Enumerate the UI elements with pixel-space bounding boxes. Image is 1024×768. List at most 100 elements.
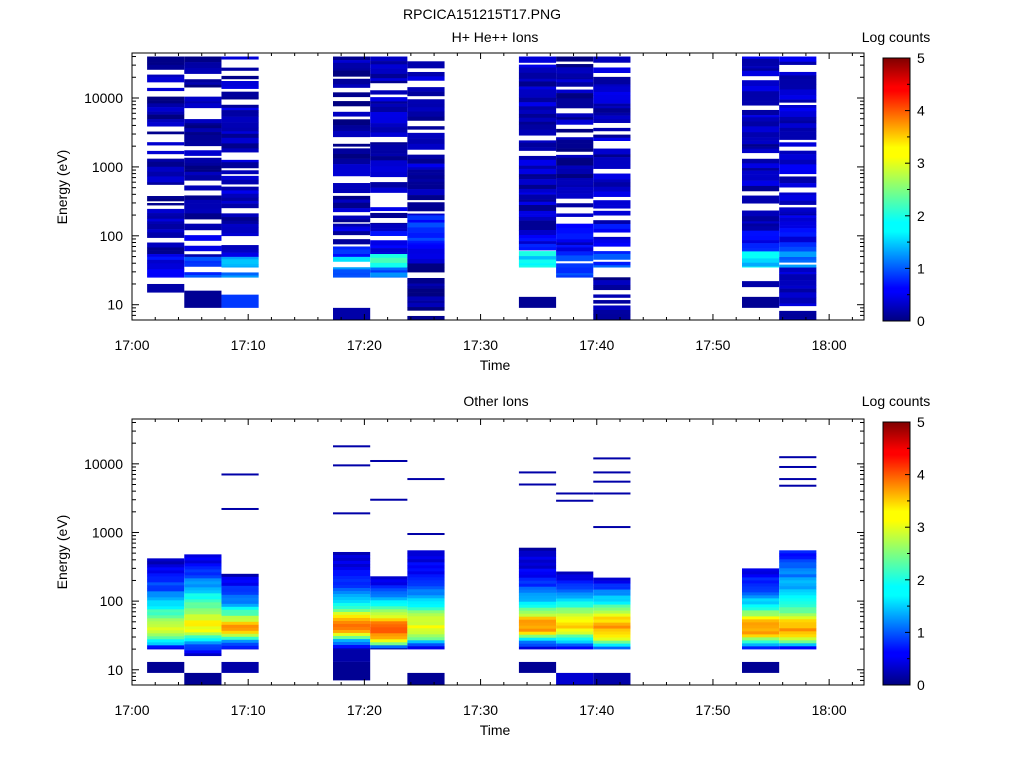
spectrogram-cell [593, 160, 631, 165]
y-axis-label: Energy (eV) [54, 515, 70, 590]
spectrogram-cell [147, 263, 185, 270]
spectrogram-cell [593, 157, 631, 161]
spectrogram-cell [333, 641, 371, 646]
spectrogram-cell [779, 604, 817, 608]
spectrogram-cell [147, 182, 185, 185]
spectrogram-cell [556, 242, 594, 246]
spectrogram-cell [370, 132, 408, 137]
spectrogram-cell [147, 150, 185, 155]
spectrogram-cell [147, 56, 185, 63]
spectrogram-cell [556, 184, 594, 188]
spectrogram-cell [184, 96, 222, 102]
spectrogram-cell [556, 137, 594, 140]
spectrogram-cell [593, 76, 631, 82]
spectrogram-cells [147, 445, 817, 685]
spectrogram-cell [593, 598, 631, 602]
spectrogram-cell [593, 589, 631, 593]
spectrogram-cell [518, 56, 557, 63]
spectrogram-cell [518, 577, 557, 582]
spectrogram-cell [407, 244, 445, 249]
spectrogram-cell [556, 193, 594, 199]
spectrogram-cell [407, 242, 445, 245]
spectrogram-cell [370, 144, 408, 151]
colorbar-ticks: 0 1 2 3 4 5 [905, 50, 925, 329]
spectrogram-cell [593, 228, 631, 233]
spectrogram-cell [742, 258, 780, 264]
spectrogram-cell [593, 86, 631, 93]
spectrogram-cell [221, 232, 259, 237]
spectrogram-cell [742, 622, 780, 626]
spectrogram-cell [333, 584, 371, 589]
spectrogram-cell [221, 579, 259, 584]
spectrogram-cell [370, 633, 408, 637]
spectrogram-cell [184, 245, 222, 252]
spectrogram-cell [184, 632, 222, 636]
spectrogram-cell [556, 577, 594, 581]
spectrogram-cell [147, 96, 185, 101]
colorbar [882, 421, 911, 686]
spectrogram-cell [184, 635, 222, 639]
spectrogram-cell [333, 249, 371, 255]
spectrogram-cell [221, 600, 259, 605]
spectrogram-cell [556, 499, 594, 502]
spectrogram-cell [184, 623, 222, 627]
spectrogram-cell [221, 186, 259, 191]
spectrogram-cell [556, 190, 594, 194]
spectrogram-cell [407, 568, 445, 572]
spectrogram-cell [407, 559, 445, 563]
spectrogram-cell [147, 570, 185, 574]
spectrogram-cell [147, 639, 185, 643]
spectrogram-cell [221, 615, 259, 620]
spectrogram-cell [407, 202, 445, 208]
spectrogram-cell [556, 177, 594, 181]
spectrogram-cell [370, 606, 408, 610]
spectrogram-cell [184, 272, 222, 276]
spectrogram-cell [556, 89, 594, 94]
spectrogram-cell [556, 139, 594, 144]
spectrogram-cell [779, 99, 817, 103]
spectrogram-cell [147, 176, 185, 183]
spectrogram-cell [147, 166, 185, 173]
spectrogram-cell [221, 627, 259, 632]
spectrogram-cell [370, 103, 408, 108]
colorbar-tick-label: 1 [917, 260, 925, 276]
spectrogram-cell [779, 228, 817, 233]
spectrogram-cell [518, 661, 557, 673]
spectrogram-cell [518, 640, 557, 645]
spectrogram-cell [407, 589, 445, 593]
y-tick-label: 10000 [84, 456, 123, 472]
spectrogram-cell [518, 637, 557, 642]
spectrogram-cell [593, 577, 631, 581]
spectrogram-cell [593, 265, 631, 268]
spectrogram-cell [593, 182, 631, 188]
spectrogram-cell [742, 583, 780, 587]
spectrogram-cell [147, 561, 185, 565]
spectrogram-cell [518, 184, 557, 190]
spectrogram-cell [370, 212, 408, 219]
spectrogram-cell [370, 80, 408, 84]
spectrogram-cell [593, 640, 631, 644]
spectrogram-cell [370, 642, 408, 646]
spectrogram-cell [147, 615, 185, 619]
spectrogram-cell [779, 164, 817, 171]
spectrogram-cell [184, 157, 222, 164]
spectrogram-cell [593, 610, 631, 614]
spectrogram-cell [742, 281, 780, 288]
spectrogram-cell [407, 616, 445, 620]
spectrogram-cell [407, 285, 445, 289]
spectrogram-cell [593, 628, 631, 632]
spectrogram-cell [407, 126, 445, 130]
spectrogram-cell [518, 598, 557, 603]
x-tick-label: 17:50 [695, 702, 730, 718]
spectrogram-cell [556, 227, 594, 234]
spectrogram-cell [742, 223, 780, 227]
spectrogram-cell [518, 94, 557, 98]
spectrogram-cell [556, 119, 594, 125]
spectrogram-cell [779, 120, 817, 124]
spectrogram-cell [184, 65, 222, 69]
spectrogram-cell [147, 597, 185, 601]
spectrogram-cell [221, 263, 259, 267]
spectrogram-cell [221, 645, 259, 650]
spectrogram-cell [147, 594, 185, 598]
spectrogram-cell [593, 84, 631, 87]
